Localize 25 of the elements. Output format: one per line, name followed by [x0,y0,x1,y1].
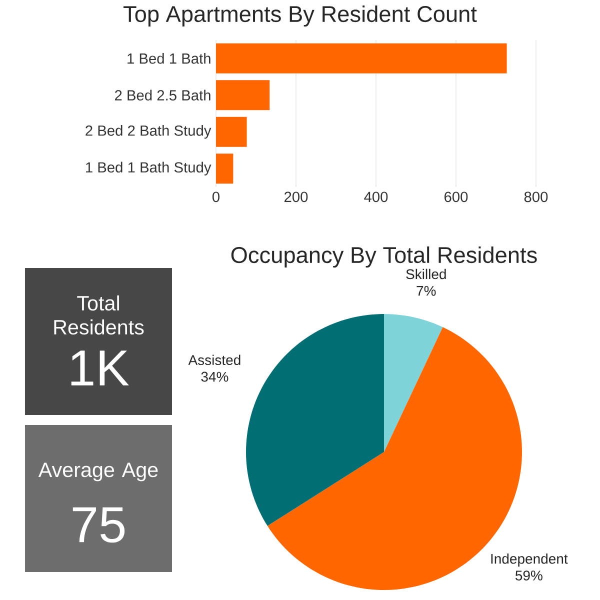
y-tick-label: 2 Bed 2.5 Bath [114,90,210,101]
y-tick-label: 2 Bed 2 Bath Study [86,125,212,139]
x-tick-label: 600 [444,192,468,202]
chart-title: Occupancy By Total Residents [231,246,537,268]
chart-title: Top Apartments By Resident Count [123,5,477,27]
bar [216,116,247,147]
x-tick-label: 200 [284,192,308,202]
slice-label: Assisted [188,354,240,366]
slice-label: Skilled [406,268,446,280]
bar [216,154,234,184]
data-label: 34% [201,372,228,382]
y-tick-label: 1 Bed 1 Bath Study [86,162,212,176]
x-tick-label: 0 [212,192,220,202]
slice-label: Independent [491,554,568,567]
text: Average Age [38,462,158,482]
bar [216,43,507,74]
x-tick-label: 800 [524,192,548,202]
data-label: 7% [416,286,436,296]
data-label: 59% [515,570,542,580]
y-tick-label: 1 Bed 1 Bath [128,52,210,64]
text: Total Residents [54,295,144,335]
x-tick-label: 400 [364,192,388,202]
text: 1K [71,350,129,386]
text: 75 [72,507,125,543]
bar [216,80,270,110]
